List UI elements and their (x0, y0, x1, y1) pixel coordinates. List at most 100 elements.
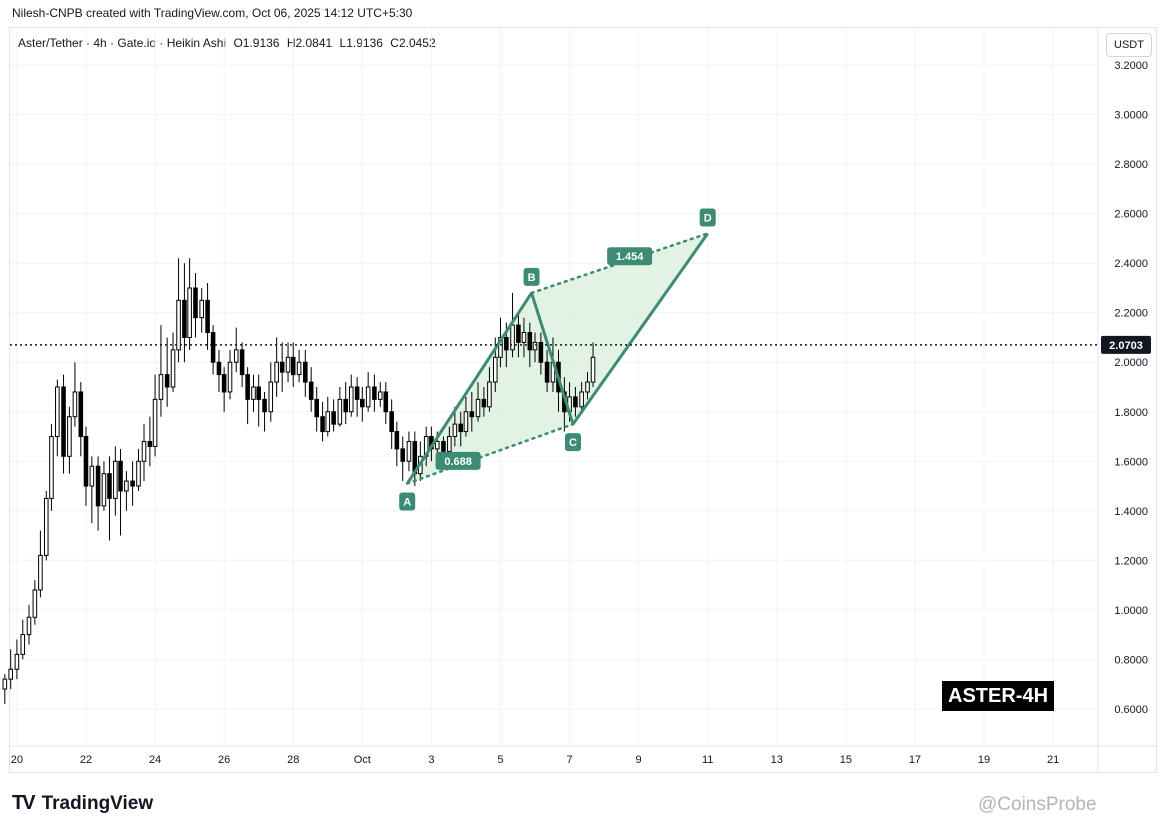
y-tick-label: 0.8000 (1114, 654, 1148, 666)
candle-body (95, 465, 101, 507)
tradingview-logo: TV TradingView (12, 792, 153, 815)
candle-body (170, 349, 176, 388)
candle-body (61, 386, 66, 457)
y-tick-label: 3.2000 (1114, 60, 1148, 72)
candle-body (205, 299, 210, 334)
x-tick-label: 28 (287, 754, 299, 766)
candle-body (377, 391, 383, 400)
candle-body (285, 356, 291, 373)
candle-body (544, 361, 550, 383)
x-tick-label: 11 (702, 754, 713, 766)
x-tick-label: 3 (428, 754, 434, 766)
chart-panel (9, 27, 1157, 773)
y-tick-label: 2.2000 (1114, 308, 1148, 320)
candle-body (314, 398, 319, 418)
x-tick-label: 24 (149, 754, 161, 766)
point-marker-d (699, 208, 716, 227)
candle-body (268, 381, 274, 413)
candle-body (158, 374, 164, 400)
y-tick-label: 0.6000 (1114, 704, 1148, 716)
candle-body (193, 287, 198, 319)
candle-body (182, 299, 187, 338)
candle-body (492, 356, 498, 383)
candle-body (147, 440, 153, 447)
candle-body (469, 411, 475, 418)
x-tick-label: 13 (771, 754, 783, 766)
point-label-a: A (403, 497, 411, 509)
candle-body (516, 324, 521, 343)
tradingview-logo-icon: TV (12, 792, 36, 814)
x-tick-label: 26 (218, 754, 230, 766)
candle-body (72, 391, 78, 418)
x-tick-label: 21 (1047, 754, 1059, 766)
candle-body (348, 386, 354, 413)
candle-body (325, 411, 331, 433)
candle-body (187, 287, 192, 338)
candle-body (337, 398, 343, 425)
candle-body (590, 356, 596, 383)
point-marker-b (523, 267, 540, 286)
ticker-tag: ASTER-4H (942, 681, 1055, 711)
y-tick-label: 2.4000 (1114, 258, 1148, 270)
x-tick-label: Oct (354, 754, 371, 766)
y-tick-label: 2.6000 (1114, 209, 1148, 221)
candle-body (176, 299, 181, 351)
ratio-label-ac-bg (435, 451, 481, 470)
candle-body (354, 386, 360, 400)
x-tick-label: 7 (566, 754, 572, 766)
y-tick-label: 1.2000 (1114, 555, 1148, 567)
candle-body (372, 386, 377, 400)
candle-body (130, 480, 135, 487)
candle-body (14, 653, 20, 670)
candle-body (510, 324, 515, 351)
candle-body (67, 416, 72, 457)
x-tick-label: 9 (636, 754, 642, 766)
candle-body (481, 398, 487, 408)
point-marker-a (399, 492, 416, 511)
candle-body (55, 386, 60, 438)
y-tick-label: 3.0000 (1114, 110, 1148, 122)
candle-body (251, 386, 256, 400)
candle-body (239, 349, 245, 376)
pattern-fill-bcd (531, 233, 708, 425)
y-tick-label: 1.0000 (1114, 605, 1148, 617)
pattern-line-ac (405, 422, 575, 485)
candle-body (20, 634, 26, 655)
candle-body (538, 341, 544, 363)
candle-body (394, 431, 400, 450)
symbol-name: Aster/Tether · 4h · Gate.io · Heikin Ash… (18, 36, 227, 50)
candle-body (199, 299, 204, 319)
candle-body (256, 386, 261, 400)
x-tick-label: 20 (11, 754, 23, 766)
candle-body (290, 356, 296, 376)
point-label-d: D (704, 212, 712, 224)
candle-body (216, 361, 222, 376)
candle-body (527, 332, 533, 351)
pattern-leg-xabcd (405, 232, 709, 485)
y-tick-label: 2.0000 (1114, 357, 1148, 369)
candle-body (136, 460, 141, 487)
y-tick-label: 2.8000 (1114, 159, 1148, 171)
candle-body (233, 349, 239, 363)
candle-body (221, 374, 227, 393)
current-price-tag-bg (1101, 335, 1151, 354)
candle-body (49, 436, 54, 499)
candle-body (383, 391, 389, 413)
candle-body (101, 473, 107, 507)
candle-body (573, 396, 578, 408)
candle-body (38, 554, 43, 591)
candle-body (227, 361, 233, 393)
candle-body (303, 361, 308, 383)
candle-body (441, 440, 446, 452)
candle-body (521, 332, 527, 343)
currency-button[interactable]: USDT (1106, 33, 1152, 57)
candle-body (343, 398, 349, 413)
candle-body (113, 460, 118, 499)
candle-body (118, 460, 123, 492)
x-tick-label: 17 (909, 754, 921, 766)
ohlc-close: C2.0452 (390, 36, 436, 50)
brand-name: TradingView (41, 792, 154, 814)
candle-body (32, 589, 38, 618)
candle-body (2, 678, 8, 690)
